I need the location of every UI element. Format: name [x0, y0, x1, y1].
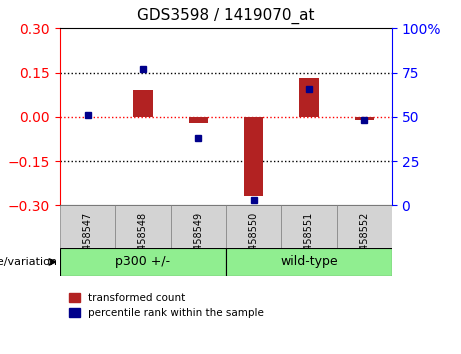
Text: GSM458550: GSM458550 [248, 212, 259, 271]
Text: p300 +/-: p300 +/- [115, 256, 171, 268]
Bar [299, 79, 319, 117]
Title: GDS3598 / 1419070_at: GDS3598 / 1419070_at [137, 8, 315, 24]
Text: wild-type: wild-type [280, 256, 337, 268]
Text: GSM458547: GSM458547 [83, 212, 93, 271]
FancyBboxPatch shape [281, 205, 337, 248]
Bar [355, 117, 374, 120]
FancyBboxPatch shape [226, 248, 392, 276]
Text: GSM458552: GSM458552 [359, 212, 369, 271]
FancyBboxPatch shape [60, 248, 226, 276]
Bar [189, 117, 208, 123]
Text: GSM458549: GSM458549 [193, 212, 203, 271]
FancyBboxPatch shape [171, 205, 226, 248]
FancyBboxPatch shape [115, 205, 171, 248]
FancyBboxPatch shape [337, 205, 392, 248]
Bar [133, 90, 153, 117]
FancyBboxPatch shape [60, 205, 115, 248]
Legend: transformed count, percentile rank within the sample: transformed count, percentile rank withi… [65, 289, 268, 322]
Text: GSM458548: GSM458548 [138, 212, 148, 271]
Bar [244, 117, 263, 196]
FancyBboxPatch shape [226, 205, 281, 248]
Text: GSM458551: GSM458551 [304, 212, 314, 271]
Text: genotype/variation: genotype/variation [0, 257, 57, 267]
